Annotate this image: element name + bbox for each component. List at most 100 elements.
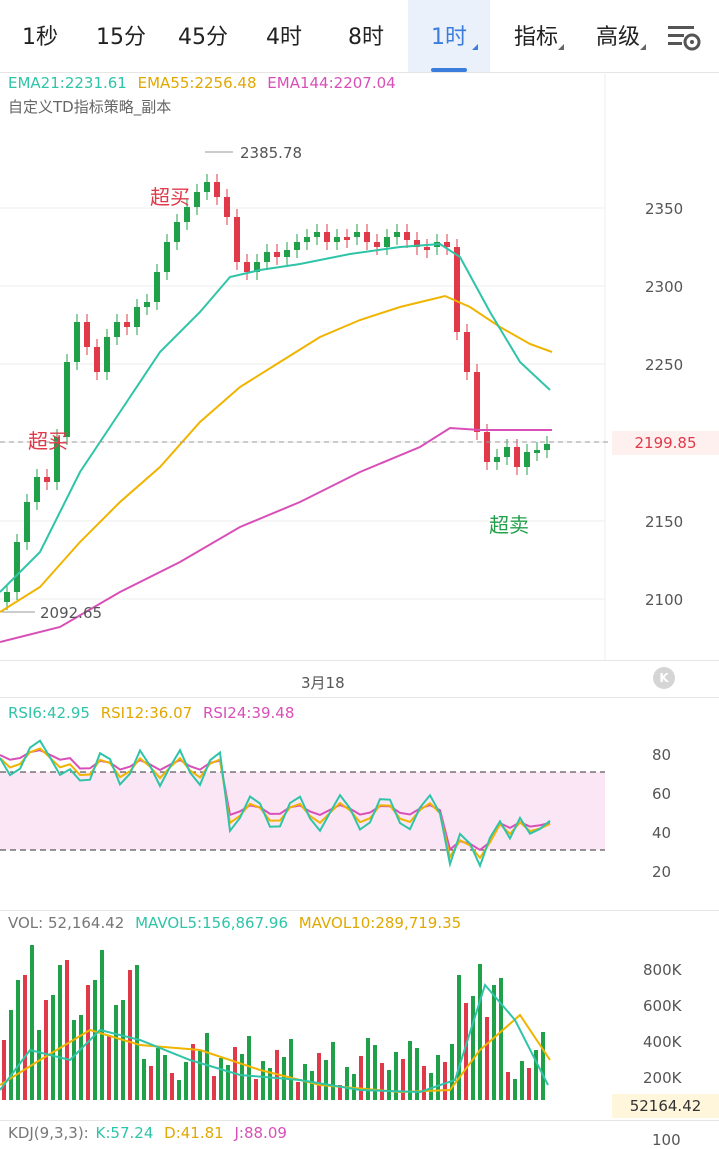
candle-body xyxy=(364,232,370,242)
volume-bar xyxy=(380,1063,384,1100)
tab-8h[interactable]: 8时 xyxy=(348,25,384,50)
volume-bar xyxy=(457,975,461,1100)
price-axis-label: 2300 xyxy=(645,278,683,296)
volume-bar xyxy=(520,1061,524,1100)
rsi-chart[interactable]: 80 60 40 20 xyxy=(0,700,719,910)
ema55-line xyxy=(0,294,553,613)
rsi-axis-20: 20 xyxy=(652,863,671,881)
volume-bar xyxy=(191,1044,195,1100)
date-label: 3月18 xyxy=(301,674,345,692)
rsi6-value: RSI6:42.95 xyxy=(8,704,90,722)
candle-body xyxy=(14,542,20,592)
candle-body xyxy=(424,247,430,250)
main-legend: EMA21:2231.61 EMA55:2256.48 EMA144:2207.… xyxy=(8,74,402,92)
volume-bar xyxy=(240,1054,244,1100)
main-grid xyxy=(0,72,606,660)
kdj-divider xyxy=(0,1120,719,1121)
ema21-value: EMA21:2231.61 xyxy=(8,74,127,92)
volume-bar xyxy=(23,975,27,1100)
triangle-indicator-icon xyxy=(640,44,646,50)
indicators-menu[interactable]: 指标 xyxy=(500,0,572,72)
kdj-axis-100: 100 xyxy=(652,1131,681,1149)
vol-axis-800k: 800K xyxy=(643,961,683,979)
volume-bar xyxy=(184,1062,188,1100)
candle-body xyxy=(24,502,30,542)
candle-body xyxy=(524,452,530,467)
candle-body xyxy=(274,252,280,257)
candle-body xyxy=(384,237,390,247)
volume-bar xyxy=(422,1066,426,1100)
candle-body xyxy=(54,437,60,482)
candle-body xyxy=(394,232,400,237)
ema55-value: EMA55:2256.48 xyxy=(137,74,257,92)
volume-bar xyxy=(198,1051,202,1100)
volume-bar xyxy=(429,1073,433,1100)
candle-body xyxy=(264,252,270,262)
volume-bar xyxy=(65,960,69,1100)
tab-1h-label: 1时 xyxy=(431,25,467,50)
candle-body xyxy=(84,322,90,347)
candle-body xyxy=(164,242,170,272)
volume-bar xyxy=(226,1065,230,1100)
vol-divider xyxy=(0,910,719,911)
price-axis-label: 2150 xyxy=(645,513,683,531)
volume-bar xyxy=(373,1045,377,1100)
current-price-tag: 2199.85 xyxy=(612,431,719,455)
candle-body xyxy=(304,237,310,242)
overbought-label-2: 超买 xyxy=(28,429,68,453)
tab-1h[interactable]: 1时 xyxy=(408,0,490,72)
tab-4h[interactable]: 4时 xyxy=(266,25,302,50)
volume-bar xyxy=(506,1072,510,1100)
collapse-k-icon[interactable]: K xyxy=(653,667,675,689)
volume-bar xyxy=(205,1033,209,1100)
volume-bar xyxy=(471,996,475,1100)
advanced-menu-label: 高级 xyxy=(595,25,640,50)
volume-bar xyxy=(142,1059,146,1100)
candle-body xyxy=(44,477,50,482)
candle-body xyxy=(214,182,220,197)
volume-bar xyxy=(135,965,139,1100)
candle-body xyxy=(314,232,320,237)
chart-settings-icon[interactable] xyxy=(664,20,704,56)
volume-bar xyxy=(30,945,34,1100)
tab-1s[interactable]: 1秒 xyxy=(22,25,58,50)
volume-bar xyxy=(394,1052,398,1100)
volume-bar xyxy=(534,1050,538,1100)
volume-chart[interactable]: 800K 600K 400K 200K xyxy=(0,910,719,1120)
candle-body xyxy=(514,447,520,467)
volume-bar xyxy=(289,1039,293,1100)
volume-bar xyxy=(107,1035,111,1100)
volume-bar xyxy=(345,1067,349,1100)
tab-15m[interactable]: 15分 xyxy=(96,25,146,50)
candle-body xyxy=(104,337,110,372)
date-divider xyxy=(0,660,719,661)
volume-bar xyxy=(527,1068,531,1100)
volume-bar xyxy=(464,1003,468,1100)
price-axis: 2350 2300 2250 2150 2100 xyxy=(645,200,683,609)
mavol10-line xyxy=(0,1013,551,1094)
price-axis-label: 2250 xyxy=(645,356,683,374)
candles xyxy=(4,174,550,610)
candle-body xyxy=(344,237,350,240)
kdj-d-value: D:41.81 xyxy=(164,1124,224,1142)
volume-bar xyxy=(100,950,104,1100)
candle-body xyxy=(74,322,80,362)
rsi-axis-60: 60 xyxy=(652,785,671,803)
vol-axis-400k: 400K xyxy=(643,1033,683,1051)
volume-bar xyxy=(296,1082,300,1100)
tab-45m[interactable]: 45分 xyxy=(178,25,228,50)
volume-bar xyxy=(261,1061,265,1100)
volume-bars xyxy=(2,945,545,1100)
candle-body xyxy=(94,347,100,372)
vol-axis-600k: 600K xyxy=(643,997,683,1015)
volume-bar xyxy=(114,1005,118,1100)
volume-bar xyxy=(37,1030,41,1100)
candle-body xyxy=(374,242,380,247)
price-axis-label: 2350 xyxy=(645,200,683,218)
volume-bar xyxy=(79,1015,83,1100)
candle-body xyxy=(544,444,550,450)
volume-bar xyxy=(72,1020,76,1100)
volume-bar xyxy=(492,985,496,1100)
advanced-menu[interactable]: 高级 xyxy=(582,0,654,72)
